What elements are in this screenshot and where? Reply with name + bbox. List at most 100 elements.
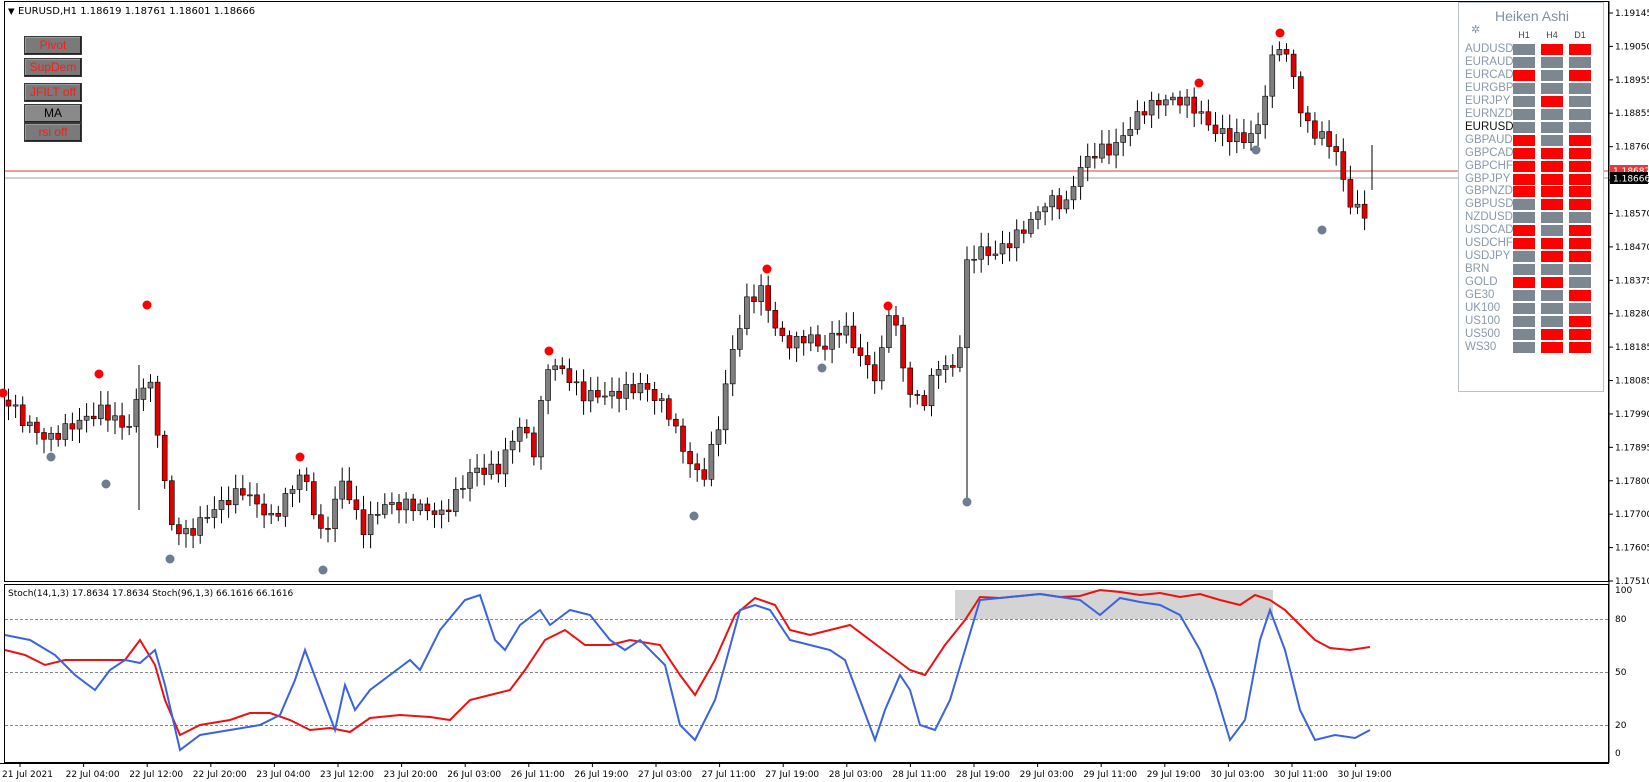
ha-row-euraud[interactable]: EURAUD bbox=[1465, 56, 1601, 69]
candle bbox=[729, 349, 736, 385]
candle bbox=[282, 493, 289, 517]
candle bbox=[1354, 203, 1361, 208]
ha-row-ge30[interactable]: GE30 bbox=[1465, 289, 1601, 302]
time-tick-label: 22 Jul 20:00 bbox=[193, 770, 247, 780]
candle bbox=[1056, 195, 1063, 210]
candle bbox=[240, 488, 246, 496]
ha-cell-h4 bbox=[1541, 199, 1563, 211]
candle bbox=[1170, 96, 1176, 101]
ha-cell-h4 bbox=[1541, 315, 1563, 327]
ha-cell-d1 bbox=[1569, 134, 1591, 146]
ha-row-gbpusd[interactable]: GBPUSD bbox=[1465, 198, 1601, 211]
ha-row-gbpaud[interactable]: GBPAUD bbox=[1465, 134, 1601, 147]
stoch-overbought-zone bbox=[955, 590, 1273, 619]
ha-row-ws30[interactable]: WS30 bbox=[1465, 341, 1601, 354]
ha-row-eurcad[interactable]: EURCAD bbox=[1465, 69, 1601, 82]
ha-cell-h4 bbox=[1541, 44, 1563, 55]
candle bbox=[452, 489, 459, 512]
candle bbox=[644, 383, 651, 390]
ha-row-us500[interactable]: US500 bbox=[1465, 328, 1601, 341]
candle bbox=[673, 418, 679, 427]
candle bbox=[169, 480, 175, 525]
ha-row-eurgbp[interactable]: EURGBP bbox=[1465, 82, 1601, 95]
ha-symbol-label: GBPCAD bbox=[1465, 146, 1514, 159]
ma-button[interactable]: MA bbox=[24, 104, 82, 123]
candle bbox=[48, 432, 54, 440]
ha-row-nzdusd[interactable]: NZDUSD bbox=[1465, 211, 1601, 224]
candle bbox=[800, 335, 807, 344]
pivot-high-marker bbox=[94, 369, 104, 379]
candle bbox=[211, 509, 218, 518]
ha-row-gbpjpy[interactable]: GBPJPY bbox=[1465, 173, 1601, 186]
candle bbox=[34, 421, 40, 433]
candle bbox=[1177, 96, 1183, 106]
supdem-button[interactable]: SupDem bbox=[24, 58, 82, 77]
current-price-tag bbox=[1610, 172, 1648, 184]
candle bbox=[1063, 199, 1070, 210]
candle bbox=[1290, 53, 1297, 77]
candle bbox=[829, 332, 835, 350]
ha-cell-h4 bbox=[1541, 56, 1563, 68]
candle bbox=[772, 310, 779, 329]
candle bbox=[992, 253, 999, 256]
ha-cell-h4 bbox=[1541, 147, 1563, 159]
rsi-button[interactable]: rsi off bbox=[24, 123, 82, 142]
candle bbox=[467, 472, 473, 489]
pivot-low-marker bbox=[962, 497, 972, 507]
ha-row-usdchf[interactable]: USDCHF bbox=[1465, 237, 1601, 250]
ha-cell-d1 bbox=[1569, 160, 1591, 172]
candle bbox=[424, 503, 431, 512]
ha-cell-d1 bbox=[1569, 95, 1591, 107]
ha-row-eurnzd[interactable]: EURNZD bbox=[1465, 108, 1601, 121]
pivot-button-label: Pivot bbox=[39, 38, 67, 52]
ha-row-brn[interactable]: BRN bbox=[1465, 263, 1601, 276]
gear-icon[interactable]: ✲ bbox=[1471, 24, 1481, 36]
ha-row-gbpcad[interactable]: GBPCAD bbox=[1465, 147, 1601, 160]
price-tick-label: 1.18470 bbox=[1615, 243, 1649, 253]
ha-row-gold[interactable]: GOLD bbox=[1465, 276, 1601, 289]
candle bbox=[460, 487, 466, 490]
pivot-button[interactable]: Pivot bbox=[24, 36, 82, 55]
candle bbox=[1042, 206, 1048, 213]
stoch-tick-label: 0 bbox=[1615, 749, 1621, 759]
candle bbox=[367, 514, 374, 536]
ha-row-usdcad[interactable]: USDCAD bbox=[1465, 224, 1601, 237]
time-tick-label: 26 Jul 03:00 bbox=[447, 770, 501, 780]
time-tick-label: 22 Jul 04:00 bbox=[66, 770, 120, 780]
candle bbox=[190, 528, 196, 536]
price-axis: 1.19145 1.19050 1.18955 1.18855 1.18760 1.186… bbox=[1609, 9, 1649, 587]
time-tick-label: 23 Jul 12:00 bbox=[320, 770, 374, 780]
candle bbox=[587, 390, 594, 402]
time-tick-label: 27 Jul 03:00 bbox=[638, 770, 692, 780]
candle bbox=[1155, 99, 1162, 106]
ha-symbol-label: BRN bbox=[1465, 263, 1490, 276]
ha-cell-d1 bbox=[1569, 341, 1591, 353]
ha-row-eurjpy[interactable]: EURJPY bbox=[1465, 95, 1601, 108]
candle bbox=[69, 423, 76, 430]
ha-cell-h4 bbox=[1541, 341, 1563, 353]
candle bbox=[1106, 143, 1112, 156]
ha-row-gbpnzd[interactable]: GBPNZD bbox=[1465, 185, 1601, 198]
ha-cell-d1 bbox=[1569, 108, 1591, 120]
pivot-markers bbox=[0, 28, 1327, 575]
jfilt-button[interactable]: JFILT off bbox=[24, 83, 82, 102]
ha-row-eurusd[interactable]: EURUSD bbox=[1465, 121, 1601, 134]
pivot-high-marker bbox=[762, 264, 772, 274]
ha-row-us100[interactable]: US100 bbox=[1465, 315, 1601, 328]
ha-row-audusd[interactable]: AUDUSD bbox=[1465, 43, 1601, 56]
ha-row-usdjpy[interactable]: USDJPY bbox=[1465, 250, 1601, 263]
ha-row-uk100[interactable]: UK100 bbox=[1465, 302, 1601, 315]
candle bbox=[481, 467, 488, 475]
time-tick-label: 23 Jul 04:00 bbox=[256, 770, 310, 780]
header-arrow-icon[interactable]: ▼ bbox=[8, 7, 15, 17]
stoch-label: Stoch(14,1,3) 17.8634 17.8634 Stoch(96,1… bbox=[8, 589, 294, 599]
ha-cell-h4 bbox=[1541, 264, 1563, 276]
ha-cell-h1 bbox=[1513, 212, 1535, 224]
candle bbox=[964, 259, 970, 349]
candle bbox=[744, 296, 750, 329]
candle bbox=[1226, 128, 1233, 143]
candle bbox=[580, 381, 587, 402]
ha-row-gbpchf[interactable]: GBPCHF bbox=[1465, 160, 1601, 173]
